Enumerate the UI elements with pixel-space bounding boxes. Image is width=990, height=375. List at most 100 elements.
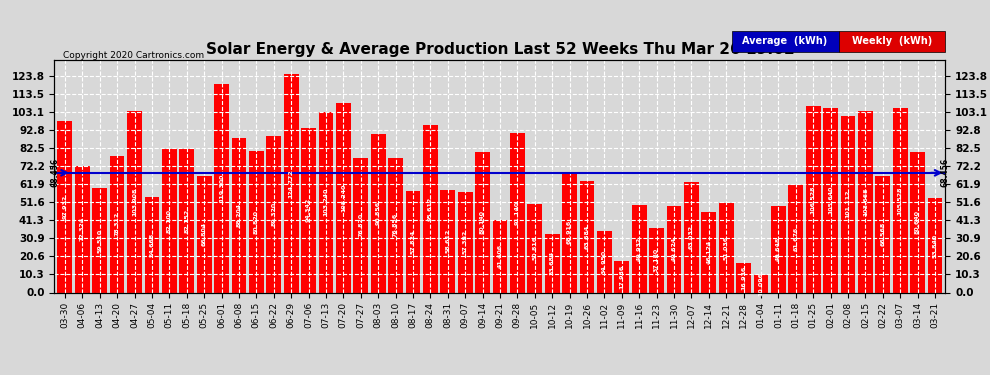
Bar [701, 212, 716, 292]
Bar [771, 206, 786, 292]
Bar [875, 176, 890, 292]
Text: Copyright 2020 Cartronics.com: Copyright 2020 Cartronics.com [63, 51, 205, 60]
Bar [824, 108, 838, 292]
Bar [737, 263, 751, 292]
Bar [110, 156, 125, 292]
Bar [510, 133, 525, 292]
Bar [92, 189, 107, 292]
Bar [632, 205, 646, 292]
Bar [771, 206, 786, 292]
Bar [319, 112, 334, 292]
Bar [145, 197, 159, 292]
Bar [788, 184, 803, 292]
Bar [179, 149, 194, 292]
Text: 124.772: 124.772 [289, 169, 294, 198]
Bar [684, 182, 699, 292]
Text: 106.528: 106.528 [811, 185, 816, 214]
Bar [806, 106, 821, 292]
Bar [475, 152, 490, 292]
Bar [248, 151, 263, 292]
Text: 89.320: 89.320 [271, 202, 276, 226]
Text: 97.932: 97.932 [62, 195, 67, 219]
Text: 59.510: 59.510 [97, 228, 102, 252]
Text: 49.648: 49.648 [776, 237, 781, 261]
Bar [719, 203, 734, 292]
Bar [562, 172, 577, 292]
Bar [127, 111, 142, 292]
Bar [597, 231, 612, 292]
Bar [666, 206, 681, 292]
Bar [615, 261, 630, 292]
Bar [127, 111, 142, 292]
Text: 41.406: 41.406 [497, 244, 503, 268]
Bar [928, 198, 942, 292]
Text: 103.908: 103.908 [132, 188, 137, 216]
Bar [719, 203, 734, 292]
Text: 105.640: 105.640 [828, 186, 834, 214]
Bar [423, 125, 438, 292]
Text: 58.612: 58.612 [446, 229, 450, 254]
Text: 76.820: 76.820 [358, 213, 363, 237]
Text: 76.856: 76.856 [393, 213, 398, 237]
Bar [57, 121, 72, 292]
Bar [75, 166, 90, 292]
Bar [632, 205, 646, 292]
Bar [248, 151, 263, 292]
Text: 82.152: 82.152 [184, 209, 189, 233]
Text: 119.300: 119.300 [219, 174, 224, 202]
Bar [615, 261, 630, 292]
Bar [928, 198, 942, 292]
Text: 108.240: 108.240 [341, 184, 346, 212]
Text: 50.816: 50.816 [533, 236, 538, 260]
Text: 66.804: 66.804 [202, 222, 207, 246]
Bar [806, 106, 821, 292]
Bar [910, 152, 925, 292]
Bar [753, 275, 768, 292]
Bar [336, 103, 350, 292]
Bar [92, 189, 107, 292]
Text: 57.392: 57.392 [462, 230, 467, 255]
Bar [370, 134, 385, 292]
Text: Average  (kWh): Average (kWh) [742, 36, 828, 46]
Bar [388, 158, 403, 292]
Text: 53.840: 53.840 [933, 233, 938, 258]
Bar [162, 149, 176, 292]
Text: 80.140: 80.140 [480, 210, 485, 234]
Text: 91.140: 91.140 [515, 201, 520, 225]
Bar [110, 156, 125, 292]
Text: 80.640: 80.640 [915, 210, 920, 234]
Text: 34.950: 34.950 [602, 250, 607, 274]
Bar [579, 181, 594, 292]
Bar [579, 181, 594, 292]
Bar [353, 158, 368, 292]
Text: 80.820: 80.820 [253, 210, 258, 234]
Bar [649, 228, 664, 292]
Text: 78.312: 78.312 [115, 212, 120, 236]
Text: 54.668: 54.668 [149, 232, 154, 257]
Bar [284, 74, 299, 292]
Bar [875, 176, 890, 292]
Bar [57, 121, 72, 292]
Bar [266, 136, 281, 292]
Bar [197, 176, 212, 292]
Bar [232, 138, 247, 292]
Bar [858, 111, 873, 292]
Text: 68.456: 68.456 [940, 158, 949, 188]
Bar [910, 152, 925, 292]
Bar [493, 220, 507, 292]
Bar [893, 108, 908, 292]
Text: 37.180: 37.180 [654, 248, 659, 272]
Bar [597, 231, 612, 292]
Text: 10.096: 10.096 [758, 272, 763, 296]
Bar [475, 152, 490, 292]
Bar [423, 125, 438, 292]
Bar [544, 234, 559, 292]
Text: 88.204: 88.204 [237, 203, 242, 228]
Bar [510, 133, 525, 292]
Bar [406, 191, 421, 292]
Text: 101.112: 101.112 [845, 190, 850, 218]
Bar [893, 108, 908, 292]
Text: 105.528: 105.528 [898, 186, 903, 214]
Text: 33.684: 33.684 [549, 251, 554, 275]
Bar [666, 206, 681, 292]
